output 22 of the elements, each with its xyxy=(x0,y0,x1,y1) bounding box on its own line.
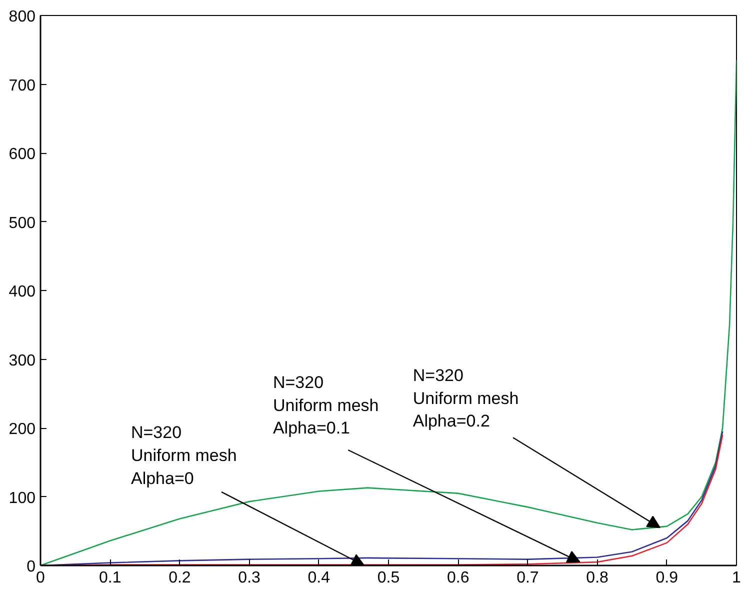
x-tick-label: 0.5 xyxy=(377,570,400,586)
y-tick-label: 500 xyxy=(8,214,36,232)
y-tick-label: 300 xyxy=(8,352,36,370)
x-tick-label: 0.9 xyxy=(656,570,678,586)
annotation: N=320 Uniform mesh Alpha=0.1 xyxy=(272,373,379,438)
y-tick-label: 600 xyxy=(8,146,36,163)
y-tick-label: 100 xyxy=(8,490,36,507)
annotation: N=320 Uniform mesh Alpha=0.2 xyxy=(412,366,519,431)
annotation: N=320 Uniform mesh Alpha=0 xyxy=(130,423,237,488)
x-tick-label: 0.6 xyxy=(446,570,470,586)
x-tick-label: 0.8 xyxy=(586,570,609,586)
x-tick-label: 1 xyxy=(732,570,742,586)
y-tick-label: 800 xyxy=(8,8,36,26)
y-tick-label: 400 xyxy=(8,284,36,300)
x-tick-label: 0.1 xyxy=(98,570,122,586)
y-tick-label: 700 xyxy=(8,77,36,94)
x-tick-label: 0.2 xyxy=(168,570,191,586)
y-tick-label: 0 xyxy=(26,558,36,576)
x-tick-label: 0.3 xyxy=(238,570,261,586)
x-tick-label: 0.7 xyxy=(516,570,539,586)
x-tick-label: 0.4 xyxy=(308,570,330,586)
y-tick-label: 200 xyxy=(8,421,36,438)
